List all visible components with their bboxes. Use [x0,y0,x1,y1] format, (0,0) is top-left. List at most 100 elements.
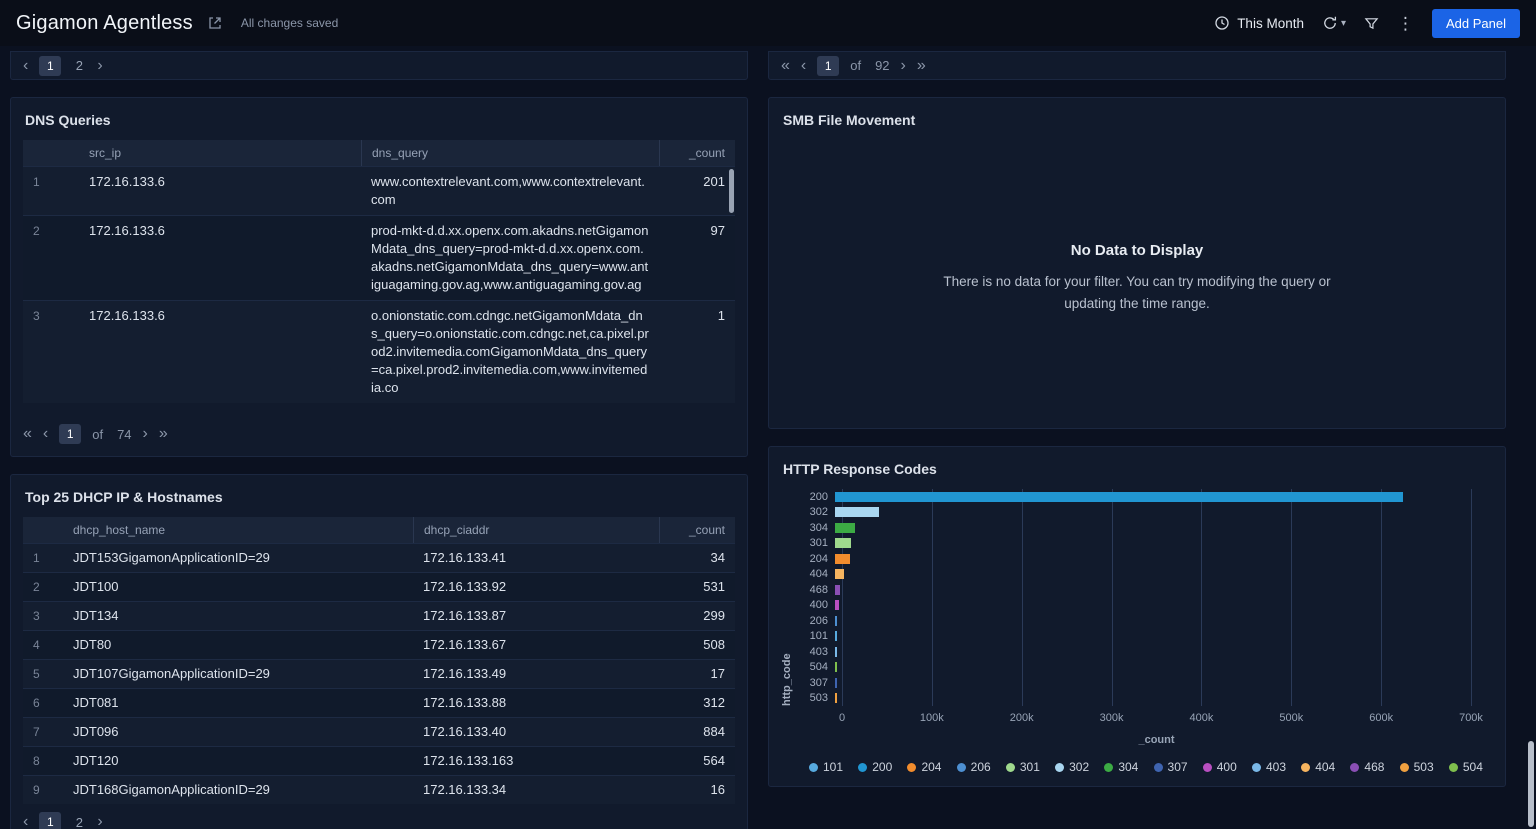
bar-area [835,598,1471,614]
legend-item-302[interactable]: 302 [1055,760,1089,774]
bar-400[interactable] [835,600,839,611]
legend-item-206[interactable]: 206 [956,760,991,774]
table-body: 1 172.16.133.6 www.contextrelevant.com,www… [23,166,735,416]
bar-504[interactable] [835,662,837,673]
bar-403[interactable] [835,646,837,657]
legend-label: 304 [1118,760,1139,774]
bar-404[interactable] [835,569,845,580]
page-scrollbar-track[interactable] [1527,46,1534,829]
table-row[interactable]: 1 172.16.133.6 www.contextrelevant.com,www… [23,166,735,215]
cell-_count: 299 [703,608,725,623]
column-header-dhcp_host_name[interactable]: dhcp_host_name [73,523,166,537]
prev-page-icon[interactable]: ‹ [800,56,807,74]
prev-page-icon[interactable]: ‹ [23,813,29,829]
cell-dhcp_host_name: JDT096 [73,724,119,739]
column-header-_count[interactable]: _count [659,517,735,543]
first-page-icon[interactable]: « [23,425,32,442]
next-page-icon[interactable]: › [142,425,148,442]
bar-200[interactable] [835,491,1403,502]
chart-legend: 101 200 204 206 301 302 304 307 400 403 404 468 503 5… [799,760,1493,774]
page-button-1[interactable]: 1 [39,812,62,829]
column-header-_count[interactable]: _count [659,140,735,166]
bar-204[interactable] [835,553,850,564]
bar-101[interactable] [835,631,837,642]
prev-page-icon[interactable]: ‹ [23,56,29,74]
bar-468[interactable] [835,584,841,595]
pagination: « ‹ 1 of 92 › » [781,55,926,76]
gridline [1021,489,1023,706]
legend-item-404[interactable]: 404 [1301,760,1335,774]
kebab-menu-icon[interactable]: ⋮ [1397,13,1414,33]
x-tick-label: 200k [1009,712,1034,724]
page-button-1[interactable]: 1 [39,55,62,76]
column-header-dhcp_ciaddr[interactable]: dhcp_ciaddr [413,517,659,543]
share-export-icon[interactable] [207,15,223,31]
table-row[interactable]: 2 JDT100 172.16.133.92 531 [23,572,735,601]
current-page[interactable]: 1 [59,424,82,444]
page-button-2[interactable]: 2 [75,58,83,73]
legend-item-204[interactable]: 204 [907,760,941,774]
next-page-icon[interactable]: › [900,56,906,74]
first-page-icon[interactable]: « [781,56,790,74]
bar-302[interactable] [835,507,879,518]
table-row[interactable]: 9 JDT168GigamonApplicationID=29 172.16.133… [23,775,735,804]
no-data-title: No Data to Display [1070,241,1204,259]
table-row[interactable]: 3 JDT134 172.16.133.87 299 [23,601,735,630]
bar-206[interactable] [835,615,838,626]
category-label-307: 307 [809,676,828,689]
cell-_count: 508 [703,637,725,652]
legend-item-468[interactable]: 468 [1350,760,1384,774]
cell-_count: 531 [703,579,725,594]
bar-area [835,567,1471,583]
refresh-control[interactable]: ▾ [1322,15,1346,31]
cell-dhcp_ciaddr: 172.16.133.34 [423,782,507,797]
next-page-icon[interactable]: › [97,813,103,829]
table-row[interactable]: 4 JDT80 172.16.133.67 508 [23,630,735,659]
x-axis-label: _count [1138,734,1175,746]
bar-307[interactable] [835,677,837,688]
filter-icon[interactable] [1364,16,1379,31]
table-row[interactable]: 3 172.16.133.6 o.onionstatic.com.cdngc.net… [23,300,735,403]
table-scrollbar-thumb[interactable] [729,169,734,213]
cell-dhcp_host_name: JDT134 [73,608,119,623]
bar-503[interactable] [835,693,837,704]
save-status: All changes saved [240,16,339,30]
time-range-label: This Month [1237,15,1304,31]
column-header-src_ip[interactable]: src_ip [89,146,122,160]
legend-item-503[interactable]: 503 [1399,760,1434,774]
next-page-icon[interactable]: › [97,56,103,74]
table-row[interactable]: 1 JDT153GigamonApplicationID=29 172.16.133… [23,543,735,572]
last-page-icon[interactable]: » [158,425,168,442]
table-row[interactable]: 5 JDT107GigamonApplicationID=29 172.16.133… [23,659,735,688]
table-row[interactable]: 6 JDT081 172.16.133.88 312 [23,688,735,717]
table-row[interactable]: 8 JDT120 172.16.133.163 564 [23,746,735,775]
legend-item-304[interactable]: 304 [1104,760,1138,774]
prev-page-icon[interactable]: ‹ [42,425,49,442]
chart-row: 302 [799,505,1471,521]
legend-item-400[interactable]: 400 [1202,760,1237,774]
legend-item-200[interactable]: 200 [858,760,892,774]
bar-301[interactable] [835,538,852,549]
table-row[interactable]: 7 JDT096 172.16.133.40 884 [23,717,735,746]
legend-label: 206 [970,760,991,774]
page-title: Gigamon Agentless [16,11,193,34]
legend-item-301[interactable]: 301 [1005,760,1040,774]
add-panel-button[interactable]: Add Panel [1432,8,1520,38]
last-page-icon[interactable]: » [916,56,926,74]
time-range-picker[interactable]: This Month [1214,15,1304,31]
legend-item-101[interactable]: 101 [809,760,843,774]
chart-row: 101 [799,629,1471,645]
table-row[interactable]: 2 172.16.133.6 prod-mkt-d.d.xx.openx.com.a… [23,215,735,300]
current-page[interactable]: 1 [817,55,840,76]
legend-item-403[interactable]: 403 [1251,760,1286,774]
page-button-2[interactable]: 2 [75,814,83,829]
cell-dhcp_host_name: JDT168GigamonApplicationID=29 [73,782,270,797]
legend-item-504[interactable]: 504 [1448,760,1483,774]
pagination: ‹ 1 2 › [23,55,103,76]
legend-item-307[interactable]: 307 [1153,760,1188,774]
legend-dot [1104,762,1114,772]
bar-304[interactable] [835,522,855,533]
page-scrollbar-thumb[interactable] [1528,741,1534,827]
column-header-dns_query[interactable]: dns_query [361,140,659,166]
category-label-504: 504 [809,661,828,674]
